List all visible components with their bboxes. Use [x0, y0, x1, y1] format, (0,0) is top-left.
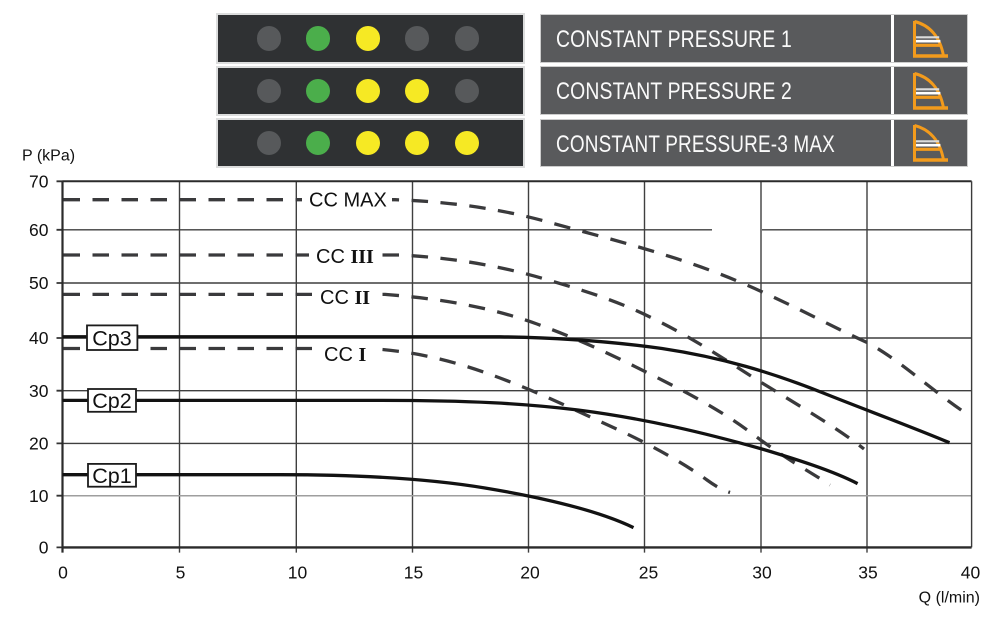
- svg-text:Cp1: Cp1: [92, 464, 131, 488]
- svg-text:10: 10: [288, 563, 308, 583]
- svg-text:10: 10: [29, 486, 49, 506]
- svg-text:CC II: CC II: [320, 287, 370, 309]
- svg-text:15: 15: [404, 563, 423, 583]
- svg-text:50: 50: [29, 273, 49, 293]
- svg-text:35: 35: [858, 563, 877, 583]
- svg-text:5: 5: [176, 563, 186, 583]
- svg-text:Cp3: Cp3: [92, 326, 131, 350]
- svg-text:0: 0: [39, 538, 49, 558]
- svg-text:20: 20: [29, 434, 49, 454]
- svg-text:40: 40: [29, 328, 49, 348]
- svg-text:60: 60: [29, 220, 49, 240]
- svg-text:P (kPa): P (kPa): [22, 148, 75, 165]
- svg-text:30: 30: [29, 381, 49, 401]
- svg-text:Q (l/min): Q (l/min): [919, 589, 980, 606]
- svg-text:Cp2: Cp2: [92, 389, 131, 413]
- svg-text:0: 0: [58, 563, 68, 583]
- svg-text:CC MAX: CC MAX: [309, 189, 387, 211]
- svg-text:40: 40: [961, 563, 981, 583]
- svg-text:20: 20: [520, 563, 540, 583]
- svg-text:25: 25: [639, 563, 658, 583]
- svg-text:CC III: CC III: [316, 246, 374, 268]
- svg-text:30: 30: [752, 563, 772, 583]
- svg-text:70: 70: [29, 171, 49, 191]
- svg-text:CC I: CC I: [324, 344, 366, 366]
